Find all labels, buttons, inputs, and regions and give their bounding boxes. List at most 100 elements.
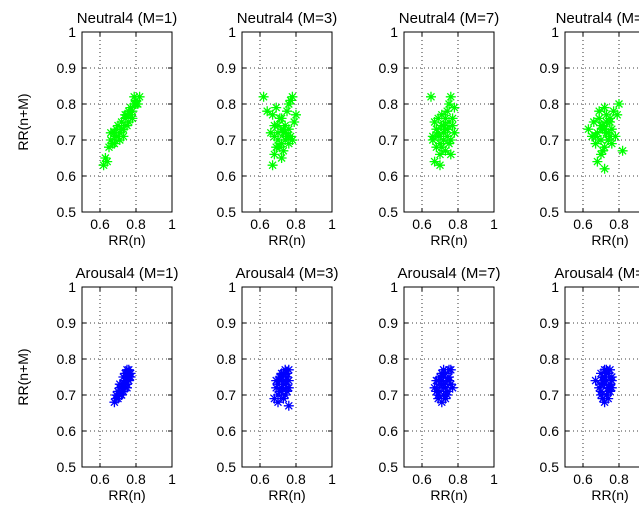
data-point [436, 368, 447, 379]
data-point [596, 135, 606, 145]
data-point [594, 113, 605, 124]
x-tick-label: 0.8 [286, 471, 306, 487]
data-point [125, 109, 136, 120]
data-point [273, 397, 283, 408]
y-tick-label: 0.9 [379, 60, 399, 76]
panel-title: Neutral4 (M=10) [556, 10, 639, 27]
data-point [109, 397, 120, 408]
data-point [104, 142, 114, 153]
data-point [590, 138, 601, 149]
data-point [601, 390, 612, 400]
data-point [599, 163, 610, 174]
data-point [276, 372, 287, 382]
data-point [617, 145, 628, 156]
y-tick-label: 0.7 [217, 132, 237, 148]
data-point [436, 109, 447, 120]
x-tick-label: 1 [328, 471, 336, 487]
data-point [114, 379, 125, 390]
data-point [592, 156, 603, 167]
y-tick-label: 0.7 [57, 387, 77, 403]
data-point [105, 127, 116, 138]
data-point [116, 117, 127, 127]
data-point [122, 120, 132, 131]
data-point [278, 393, 289, 404]
y-tick-label: 0.7 [379, 132, 399, 148]
data-point [449, 127, 460, 138]
x-tick-label: 0.8 [286, 216, 306, 232]
data-point [280, 364, 291, 375]
data-point [271, 102, 282, 113]
data-point [123, 368, 134, 379]
data-point [287, 135, 298, 145]
panel-title: Arousal4 (M=3) [236, 265, 339, 282]
data-point [601, 109, 612, 120]
y-tick-label: 0.6 [57, 168, 77, 184]
data-point [435, 149, 445, 160]
data-point [262, 106, 273, 117]
y-tick-label: 0.6 [57, 423, 77, 439]
data-point [123, 106, 134, 117]
y-tick-label: 0.7 [217, 387, 237, 403]
y-tick-label: 0.5 [217, 459, 237, 475]
x-tick-label: 0.6 [250, 216, 270, 232]
y-tick-label: 0.6 [217, 423, 237, 439]
data-point [597, 145, 608, 156]
data-point [427, 131, 438, 142]
y-tick-label: 0.9 [540, 315, 560, 331]
data-point [603, 368, 614, 379]
data-point [283, 99, 294, 109]
y-tick-label: 0.8 [379, 96, 399, 112]
x-tick-label: 0.8 [609, 216, 629, 232]
x-tick-label: 0.6 [412, 471, 432, 487]
data-point [447, 382, 458, 393]
data-point [449, 102, 460, 113]
data-point [445, 379, 456, 390]
x-tick-label: 1 [328, 216, 336, 232]
data-point [123, 117, 134, 127]
data-point [114, 135, 125, 145]
data-point [599, 102, 610, 113]
data-point [442, 106, 453, 117]
data-point [116, 124, 127, 135]
data-point [599, 397, 610, 408]
data-point [605, 131, 615, 142]
data-point [280, 120, 291, 131]
y-tick-label: 0.7 [540, 132, 560, 148]
data-point [280, 135, 291, 145]
y-tick-label: 0.6 [217, 168, 237, 184]
data-point [120, 375, 131, 386]
y-tick-label: 0.8 [540, 351, 560, 367]
y-tick-label: 1 [551, 24, 559, 40]
data-point [440, 382, 451, 393]
data-point [273, 379, 283, 390]
x-tick-label: 0.6 [412, 216, 432, 232]
data-point [445, 91, 456, 102]
data-point [599, 372, 610, 382]
data-point [134, 91, 145, 102]
data-point [433, 375, 444, 386]
data-point [603, 135, 614, 145]
x-tick-label: 0.6 [90, 471, 110, 487]
data-point [445, 135, 456, 145]
x-tick-label: 0.8 [126, 216, 146, 232]
y-tick-label: 1 [228, 279, 236, 295]
y-tick-label: 0.6 [540, 168, 560, 184]
data-point [431, 386, 442, 397]
data-point [444, 99, 454, 109]
data-point [429, 156, 440, 167]
data-point [435, 138, 445, 149]
y-tick-label: 1 [390, 24, 398, 40]
data-point [111, 393, 122, 404]
data-point [291, 109, 301, 120]
y-tick-label: 0.5 [379, 204, 399, 220]
y-tick-label: 0.5 [217, 204, 237, 220]
data-point [114, 127, 125, 138]
data-point [440, 393, 451, 404]
x-tick-label: 0.6 [573, 216, 593, 232]
y-tick-label: 0.9 [57, 60, 77, 76]
